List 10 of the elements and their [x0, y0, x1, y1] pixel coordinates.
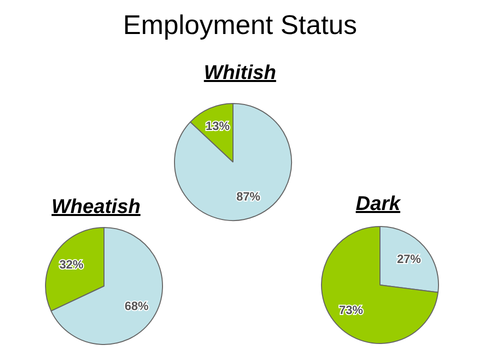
chart-title: Wheatish	[50, 196, 142, 219]
data-label: 32%	[59, 258, 84, 272]
chart-title: Dark	[354, 193, 402, 216]
data-label: 73%	[339, 302, 364, 317]
data-label: 13%	[206, 118, 230, 133]
data-label: 87%	[236, 190, 261, 204]
data-label: 27%	[396, 252, 422, 266]
chart-title: Whitish	[202, 62, 278, 85]
text: Employment Status	[122, 10, 358, 41]
data-label: 68%	[124, 299, 149, 313]
